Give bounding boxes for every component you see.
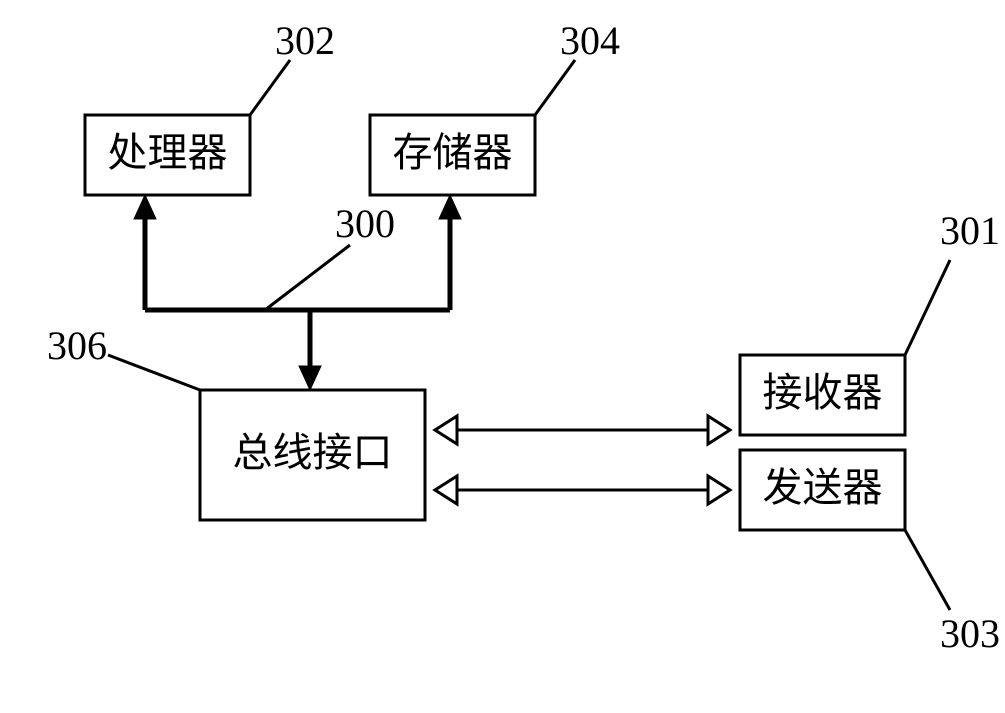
memory-label: 存储器 bbox=[393, 130, 513, 175]
double-arrowhead bbox=[708, 416, 730, 444]
bus-ref-leader bbox=[265, 245, 350, 310]
receiver-ref: 301 bbox=[940, 208, 1000, 253]
processor-label: 处理器 bbox=[108, 130, 228, 175]
processor-ref: 302 bbox=[275, 18, 335, 63]
receiver-label: 接收器 bbox=[763, 370, 883, 415]
bus-arrowhead bbox=[439, 195, 461, 219]
transmitter-ref: 303 bbox=[940, 611, 1000, 656]
memory-leader bbox=[535, 60, 575, 115]
bus_if-leader bbox=[108, 355, 200, 390]
memory-ref: 304 bbox=[560, 18, 620, 63]
transmitter-leader bbox=[905, 530, 950, 610]
processor-leader bbox=[250, 60, 290, 115]
double-arrowhead bbox=[708, 476, 730, 504]
bus-arrowhead bbox=[134, 195, 156, 219]
bus_if-ref: 306 bbox=[47, 323, 107, 368]
bus-ref: 300 bbox=[335, 201, 395, 246]
bus-arrowhead bbox=[299, 366, 321, 390]
double-arrowhead bbox=[435, 416, 457, 444]
double-arrowhead bbox=[435, 476, 457, 504]
transmitter-label: 发送器 bbox=[763, 465, 883, 510]
bus_if-label: 总线接口 bbox=[233, 430, 393, 475]
receiver-leader bbox=[905, 260, 950, 355]
